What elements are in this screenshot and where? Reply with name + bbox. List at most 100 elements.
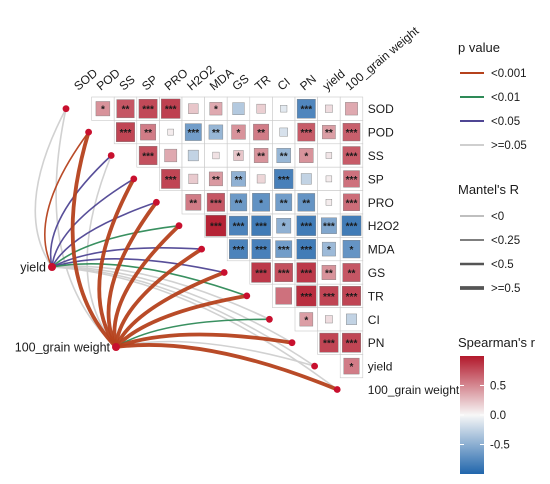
heatmap-cell (212, 151, 220, 160)
heatmap-cell (299, 148, 314, 163)
significance-marker: *** (210, 222, 222, 233)
significance-marker: *** (346, 292, 358, 303)
variable-anchor-dot (175, 222, 183, 230)
column-label: yield (320, 67, 348, 94)
mantel-edge (97, 177, 136, 349)
mantel-node-dot (48, 263, 56, 271)
significance-marker: *** (346, 339, 358, 350)
significance-marker: ** (348, 269, 356, 280)
significance-marker: ** (302, 198, 310, 209)
heatmap-cell (275, 287, 292, 305)
significance-marker: *** (255, 222, 267, 233)
significance-marker: ** (235, 198, 243, 209)
heatmap-cell (345, 102, 358, 116)
significance-marker: *** (323, 339, 335, 350)
heatmap-cell (253, 148, 269, 163)
mantel-edge (106, 200, 159, 349)
mantel-edge (114, 343, 340, 392)
mantel-edge (51, 201, 158, 268)
significance-marker: *** (346, 128, 358, 139)
column-label: PN (297, 72, 319, 93)
mantel-edges (34, 107, 340, 392)
heatmap-cell (325, 199, 333, 206)
significance-marker: ** (325, 128, 333, 139)
significance-marker: *** (187, 128, 199, 139)
column-label: TR (252, 72, 274, 93)
significance-marker: *** (120, 128, 132, 139)
mantel-edge (114, 294, 249, 349)
significance-marker: *** (165, 175, 177, 186)
significance-marker: *** (255, 245, 267, 256)
variable-anchor-dot (198, 245, 206, 253)
heatmap-cell (116, 122, 135, 142)
heatmap-cell (251, 262, 271, 283)
column-label: SP (139, 72, 160, 93)
variable-anchor-dot (85, 128, 92, 136)
row-label: TR (368, 289, 384, 303)
significance-marker: ** (235, 175, 243, 186)
significance-marker: ** (144, 128, 152, 139)
significance-marker: *** (278, 175, 290, 186)
significance-marker: ** (325, 269, 333, 280)
heatmap-cell (164, 148, 178, 163)
row-label: yield (368, 360, 393, 374)
significance-marker: * (237, 152, 241, 163)
significance-marker: ** (212, 128, 220, 139)
column-label: PRO (162, 66, 191, 93)
heatmap-cell (343, 193, 360, 211)
row-label: 100_grain weight (368, 383, 460, 397)
column-label: 100_grain weight (342, 23, 422, 93)
heatmap-cell (256, 103, 266, 114)
significance-marker: *** (165, 105, 177, 116)
row-label: CI (368, 313, 380, 327)
significance-marker: * (350, 362, 354, 373)
variable-anchor-dot (107, 152, 115, 159)
mantel-node-label: 100_grain weight (15, 341, 111, 355)
row-label: PN (368, 336, 385, 350)
significance-marker: *** (278, 245, 290, 256)
heatmap-cell (325, 104, 333, 113)
heatmap-cell (251, 215, 271, 236)
heatmap-cell (319, 332, 339, 353)
significance-marker: ** (212, 175, 220, 186)
mantel-edge (86, 154, 117, 348)
row-label: GS (368, 266, 385, 280)
heatmap-cell (140, 123, 157, 141)
legend-p-label: >=0.05 (491, 140, 527, 152)
significance-marker: *** (300, 222, 312, 233)
significance-marker: *** (210, 198, 222, 209)
mantel-node-dot (112, 343, 120, 351)
heatmap-cell (300, 173, 312, 185)
legend-p-label: <0.05 (491, 116, 520, 128)
significance-marker: * (101, 105, 105, 116)
mantel-edge (114, 270, 227, 349)
heatmap-cell (184, 123, 202, 141)
heatmap-cell (188, 173, 199, 184)
legend-mantel-label: <0 (491, 211, 504, 223)
legend-p-label: <0.01 (491, 92, 520, 104)
mantel-edge (51, 247, 203, 268)
row-label: SOD (368, 102, 394, 116)
row-label: SP (368, 172, 384, 186)
heatmap-cell (232, 102, 245, 115)
significance-marker: *** (300, 245, 312, 256)
heatmap-cell (161, 98, 181, 119)
heatmap-cell (346, 313, 357, 325)
heatmap-cell (342, 263, 361, 282)
legend-mantel-label: <0.5 (491, 259, 514, 271)
heatmap-cell (343, 170, 360, 188)
heatmap-cell (187, 149, 199, 162)
variable-anchor-dot (153, 198, 160, 206)
significance-marker: ** (189, 198, 197, 209)
heatmap-cell (275, 240, 293, 258)
heatmap-cell (229, 239, 248, 259)
significance-marker: * (214, 105, 218, 116)
heatmap-cell (319, 286, 339, 306)
colorbar-tick-label: 0.0 (490, 410, 506, 422)
heatmap-cell (296, 285, 317, 307)
heatmap-cell (342, 332, 361, 353)
heatmap-cell (208, 124, 224, 140)
significance-marker: * (304, 152, 308, 163)
variable-anchor-dot (243, 292, 251, 300)
significance-marker: *** (233, 222, 245, 233)
